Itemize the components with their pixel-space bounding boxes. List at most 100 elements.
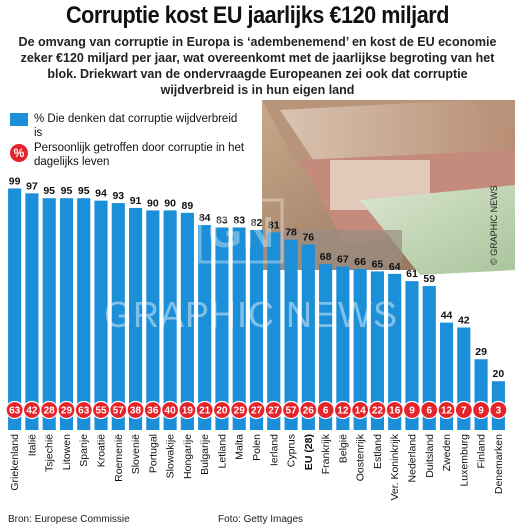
bar-value-label: 90 xyxy=(164,197,176,209)
legend-bar-label: % Die denken dat corruptie wijdverbreid … xyxy=(34,113,238,139)
category-label: Letland xyxy=(216,434,228,469)
category-label: Cyprus xyxy=(286,434,298,467)
category-label: Tsjechië xyxy=(44,434,56,472)
bar xyxy=(111,203,125,430)
watermark-logo: GN xyxy=(198,198,284,264)
bar-group: 67 12 België xyxy=(333,254,352,463)
bar-value-label: 29 xyxy=(475,346,487,358)
category-label: Estland xyxy=(372,434,384,469)
bar xyxy=(25,193,39,430)
bar-group: 20 3 Denemarken xyxy=(489,368,508,494)
bar-group: 93 57 Roemenië xyxy=(109,190,128,482)
affected-value-label: 7 xyxy=(461,406,467,417)
category-label: Spanje xyxy=(78,434,90,467)
bar-group: 83 29 Malta xyxy=(230,214,249,460)
bar xyxy=(180,212,194,430)
bar-group: 94 55 Kroatië xyxy=(91,188,111,467)
bar-group: 97 42 Italië xyxy=(22,180,42,456)
category-label: Ierland xyxy=(268,434,280,466)
svg-text:GN: GN xyxy=(208,208,274,257)
affected-value-label: 29 xyxy=(234,406,246,417)
category-label: Roemenië xyxy=(113,434,125,482)
bar-group: 61 9 Nederland xyxy=(402,268,422,483)
bar xyxy=(474,359,488,430)
bar-group: 84 21 Bulgarije xyxy=(195,212,214,475)
bar-group: 95 63 Spanje xyxy=(74,185,93,467)
category-label: Nederland xyxy=(406,434,418,483)
category-label: Slovenië xyxy=(130,434,142,474)
bar-group: 95 29 Litowen xyxy=(57,185,76,470)
affected-value-label: 9 xyxy=(478,406,484,417)
category-label: Kroatië xyxy=(96,434,108,467)
affected-value-label: 12 xyxy=(441,406,453,417)
bar xyxy=(146,210,160,430)
bar-value-label: 59 xyxy=(423,273,435,285)
bar-group: 90 40 Slowakije xyxy=(161,197,180,479)
affected-value-label: 57 xyxy=(113,406,125,417)
bar-value-label: 42 xyxy=(458,315,470,327)
photo-credit: Foto: Getty Images xyxy=(218,514,304,525)
affected-value-label: 42 xyxy=(26,406,38,417)
source-note: Bron: Europese Commissie xyxy=(8,514,130,525)
affected-value-label: 29 xyxy=(61,406,73,417)
bar xyxy=(59,198,74,430)
affected-value-label: 27 xyxy=(268,406,280,417)
bar xyxy=(129,207,143,430)
category-label: Oostenrijk xyxy=(355,433,367,481)
bar-value-label: 76 xyxy=(302,232,314,244)
bar-value-label: 82 xyxy=(251,217,263,229)
bar-value-label: 83 xyxy=(233,214,245,226)
bar-value-label: 94 xyxy=(95,188,107,200)
bar-group: 83 20 Letland xyxy=(212,214,232,469)
bar-value-label: 68 xyxy=(320,251,332,263)
bar-group: 65 22 Estland xyxy=(368,258,387,469)
bar xyxy=(388,273,402,430)
copyright-note: © GRAPHIC NEWS xyxy=(489,185,499,265)
category-label: Luxemburg xyxy=(458,434,470,487)
bar xyxy=(422,286,436,430)
bar-value-label: 20 xyxy=(493,368,505,380)
bar xyxy=(249,229,264,430)
affected-value-label: 38 xyxy=(130,406,142,417)
category-label: Italië xyxy=(26,434,38,456)
bar-value-label: 97 xyxy=(26,180,38,192)
affected-value-label: 28 xyxy=(44,406,56,417)
bar-value-label: 93 xyxy=(112,190,124,202)
bar-value-label: 89 xyxy=(182,200,194,212)
bar xyxy=(353,268,367,430)
category-label: Slowakije xyxy=(165,434,177,479)
bar-value-label: 95 xyxy=(61,185,73,197)
legend-circle-label: Persoonlijk getroffen door corruptie in … xyxy=(34,142,245,168)
bar-group: 82 27 Polen xyxy=(247,217,266,461)
affected-value-label: 3 xyxy=(496,406,502,417)
affected-value-label: 16 xyxy=(389,406,401,417)
category-label: Ver. Koninkrijk xyxy=(389,433,401,500)
bar-group: 78 57 Cyprus xyxy=(281,227,301,467)
affected-value-label: 12 xyxy=(337,406,349,417)
legend-circle-swatch: % xyxy=(10,144,28,162)
bar-value-label: 91 xyxy=(130,195,142,207)
bar-value-label: 65 xyxy=(372,258,384,270)
bar-group: 76 26 EU (28) xyxy=(299,232,318,470)
category-label: Hongarije xyxy=(182,434,194,479)
affected-value-label: 26 xyxy=(303,406,315,417)
bar-group: 64 16 Ver. Koninkrijk xyxy=(385,261,404,501)
affected-value-label: 21 xyxy=(199,406,211,417)
category-label: Polen xyxy=(251,434,263,461)
bar xyxy=(163,210,177,430)
affected-value-label: 9 xyxy=(409,406,415,417)
affected-value-label: 36 xyxy=(147,406,159,417)
bar-value-label: 90 xyxy=(147,197,159,209)
bar xyxy=(319,264,333,430)
category-label: Malta xyxy=(234,434,246,460)
category-label: België xyxy=(337,434,349,463)
bar-value-label: 64 xyxy=(389,261,401,273)
category-label: Griekenland xyxy=(9,434,21,491)
category-label: Zweden xyxy=(441,434,453,472)
bar-group: 89 19 Hongarije xyxy=(178,200,197,479)
bar-group: 29 9 Finland xyxy=(471,346,491,468)
bar xyxy=(405,281,419,430)
bar-group: 42 7 Luxemburg xyxy=(454,315,473,487)
affected-value-label: 14 xyxy=(355,406,367,417)
